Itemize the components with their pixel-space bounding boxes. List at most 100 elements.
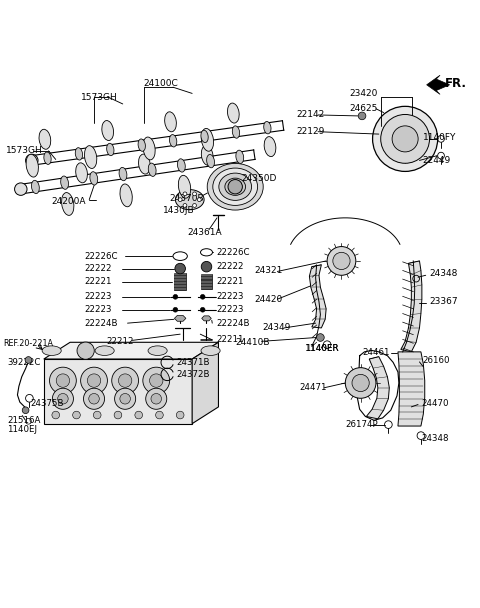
- Circle shape: [25, 154, 38, 167]
- Text: 1430JB: 1430JB: [163, 206, 195, 215]
- Ellipse shape: [32, 181, 39, 193]
- Text: 24350D: 24350D: [241, 174, 276, 183]
- Circle shape: [156, 411, 163, 419]
- Text: 24361A: 24361A: [187, 228, 222, 237]
- Ellipse shape: [148, 163, 156, 176]
- Ellipse shape: [237, 167, 249, 190]
- Bar: [201, 274, 212, 289]
- Circle shape: [317, 334, 324, 341]
- Text: 26174P: 26174P: [345, 420, 378, 429]
- Ellipse shape: [84, 146, 97, 168]
- Ellipse shape: [232, 126, 240, 138]
- Ellipse shape: [107, 143, 114, 156]
- Circle shape: [201, 261, 212, 272]
- Ellipse shape: [119, 167, 127, 181]
- Circle shape: [119, 374, 132, 387]
- Circle shape: [392, 126, 418, 152]
- Ellipse shape: [120, 184, 132, 207]
- Text: 22142: 22142: [296, 111, 324, 119]
- Text: 22129: 22129: [296, 127, 324, 136]
- Text: 24375B: 24375B: [31, 399, 64, 407]
- Ellipse shape: [138, 139, 145, 151]
- Text: 22223: 22223: [216, 292, 243, 302]
- Ellipse shape: [175, 190, 204, 210]
- Circle shape: [87, 374, 101, 387]
- Text: 24370B: 24370B: [169, 194, 204, 203]
- Circle shape: [173, 294, 178, 299]
- Circle shape: [358, 112, 366, 120]
- Ellipse shape: [264, 137, 276, 157]
- Circle shape: [115, 389, 136, 409]
- Text: 22223: 22223: [216, 305, 243, 314]
- Circle shape: [114, 411, 122, 419]
- Text: 24100C: 24100C: [144, 79, 178, 88]
- Text: 22222: 22222: [84, 264, 112, 273]
- Circle shape: [120, 393, 131, 404]
- Ellipse shape: [228, 103, 239, 123]
- Text: 22212: 22212: [106, 337, 133, 346]
- Ellipse shape: [201, 128, 214, 151]
- Polygon shape: [401, 261, 422, 352]
- Ellipse shape: [95, 346, 114, 356]
- Circle shape: [112, 367, 139, 394]
- Circle shape: [49, 367, 76, 394]
- Circle shape: [178, 198, 182, 202]
- Text: 24410B: 24410B: [235, 338, 270, 347]
- Text: 22221: 22221: [216, 277, 243, 286]
- Text: 24321: 24321: [254, 266, 283, 275]
- Circle shape: [25, 357, 32, 364]
- Text: 22221: 22221: [84, 277, 112, 286]
- Ellipse shape: [201, 130, 208, 143]
- Text: 22223: 22223: [84, 305, 112, 314]
- Ellipse shape: [165, 112, 176, 132]
- Ellipse shape: [61, 193, 74, 215]
- Circle shape: [197, 198, 201, 202]
- Circle shape: [192, 204, 196, 207]
- Ellipse shape: [39, 130, 51, 149]
- Circle shape: [333, 252, 350, 269]
- Polygon shape: [366, 357, 389, 419]
- Circle shape: [352, 375, 369, 392]
- Circle shape: [192, 192, 196, 196]
- Circle shape: [381, 114, 430, 164]
- Ellipse shape: [207, 164, 263, 210]
- Ellipse shape: [60, 176, 69, 189]
- Text: 39222C: 39222C: [7, 358, 40, 367]
- Text: 22222: 22222: [216, 262, 243, 271]
- Polygon shape: [398, 352, 425, 426]
- Text: 22224B: 22224B: [84, 319, 118, 328]
- Circle shape: [200, 294, 205, 299]
- Circle shape: [56, 374, 70, 387]
- Polygon shape: [44, 359, 192, 424]
- Ellipse shape: [225, 178, 246, 195]
- Circle shape: [22, 407, 29, 413]
- Circle shape: [143, 367, 169, 394]
- Ellipse shape: [143, 137, 155, 160]
- Ellipse shape: [169, 134, 177, 147]
- Circle shape: [84, 389, 105, 409]
- Text: 24461: 24461: [362, 348, 390, 358]
- Bar: [174, 273, 186, 290]
- Circle shape: [151, 393, 161, 404]
- Ellipse shape: [90, 171, 98, 185]
- Circle shape: [146, 389, 167, 409]
- Circle shape: [372, 106, 438, 171]
- Text: 24420: 24420: [254, 295, 283, 304]
- Polygon shape: [44, 342, 218, 359]
- Text: 1140FY: 1140FY: [423, 133, 456, 142]
- Circle shape: [77, 342, 94, 359]
- Ellipse shape: [102, 120, 114, 140]
- Text: 24200A: 24200A: [51, 196, 85, 206]
- Text: 22226C: 22226C: [84, 252, 118, 261]
- Text: 24348: 24348: [421, 435, 448, 443]
- Text: 24471: 24471: [300, 383, 327, 392]
- Ellipse shape: [179, 175, 191, 198]
- Text: 22211: 22211: [216, 336, 243, 344]
- Ellipse shape: [264, 122, 271, 134]
- Polygon shape: [310, 264, 326, 328]
- Text: 24349: 24349: [262, 323, 290, 333]
- Text: 1140ER: 1140ER: [305, 344, 339, 353]
- Circle shape: [72, 411, 80, 419]
- Text: 23420: 23420: [349, 89, 377, 98]
- Circle shape: [94, 411, 101, 419]
